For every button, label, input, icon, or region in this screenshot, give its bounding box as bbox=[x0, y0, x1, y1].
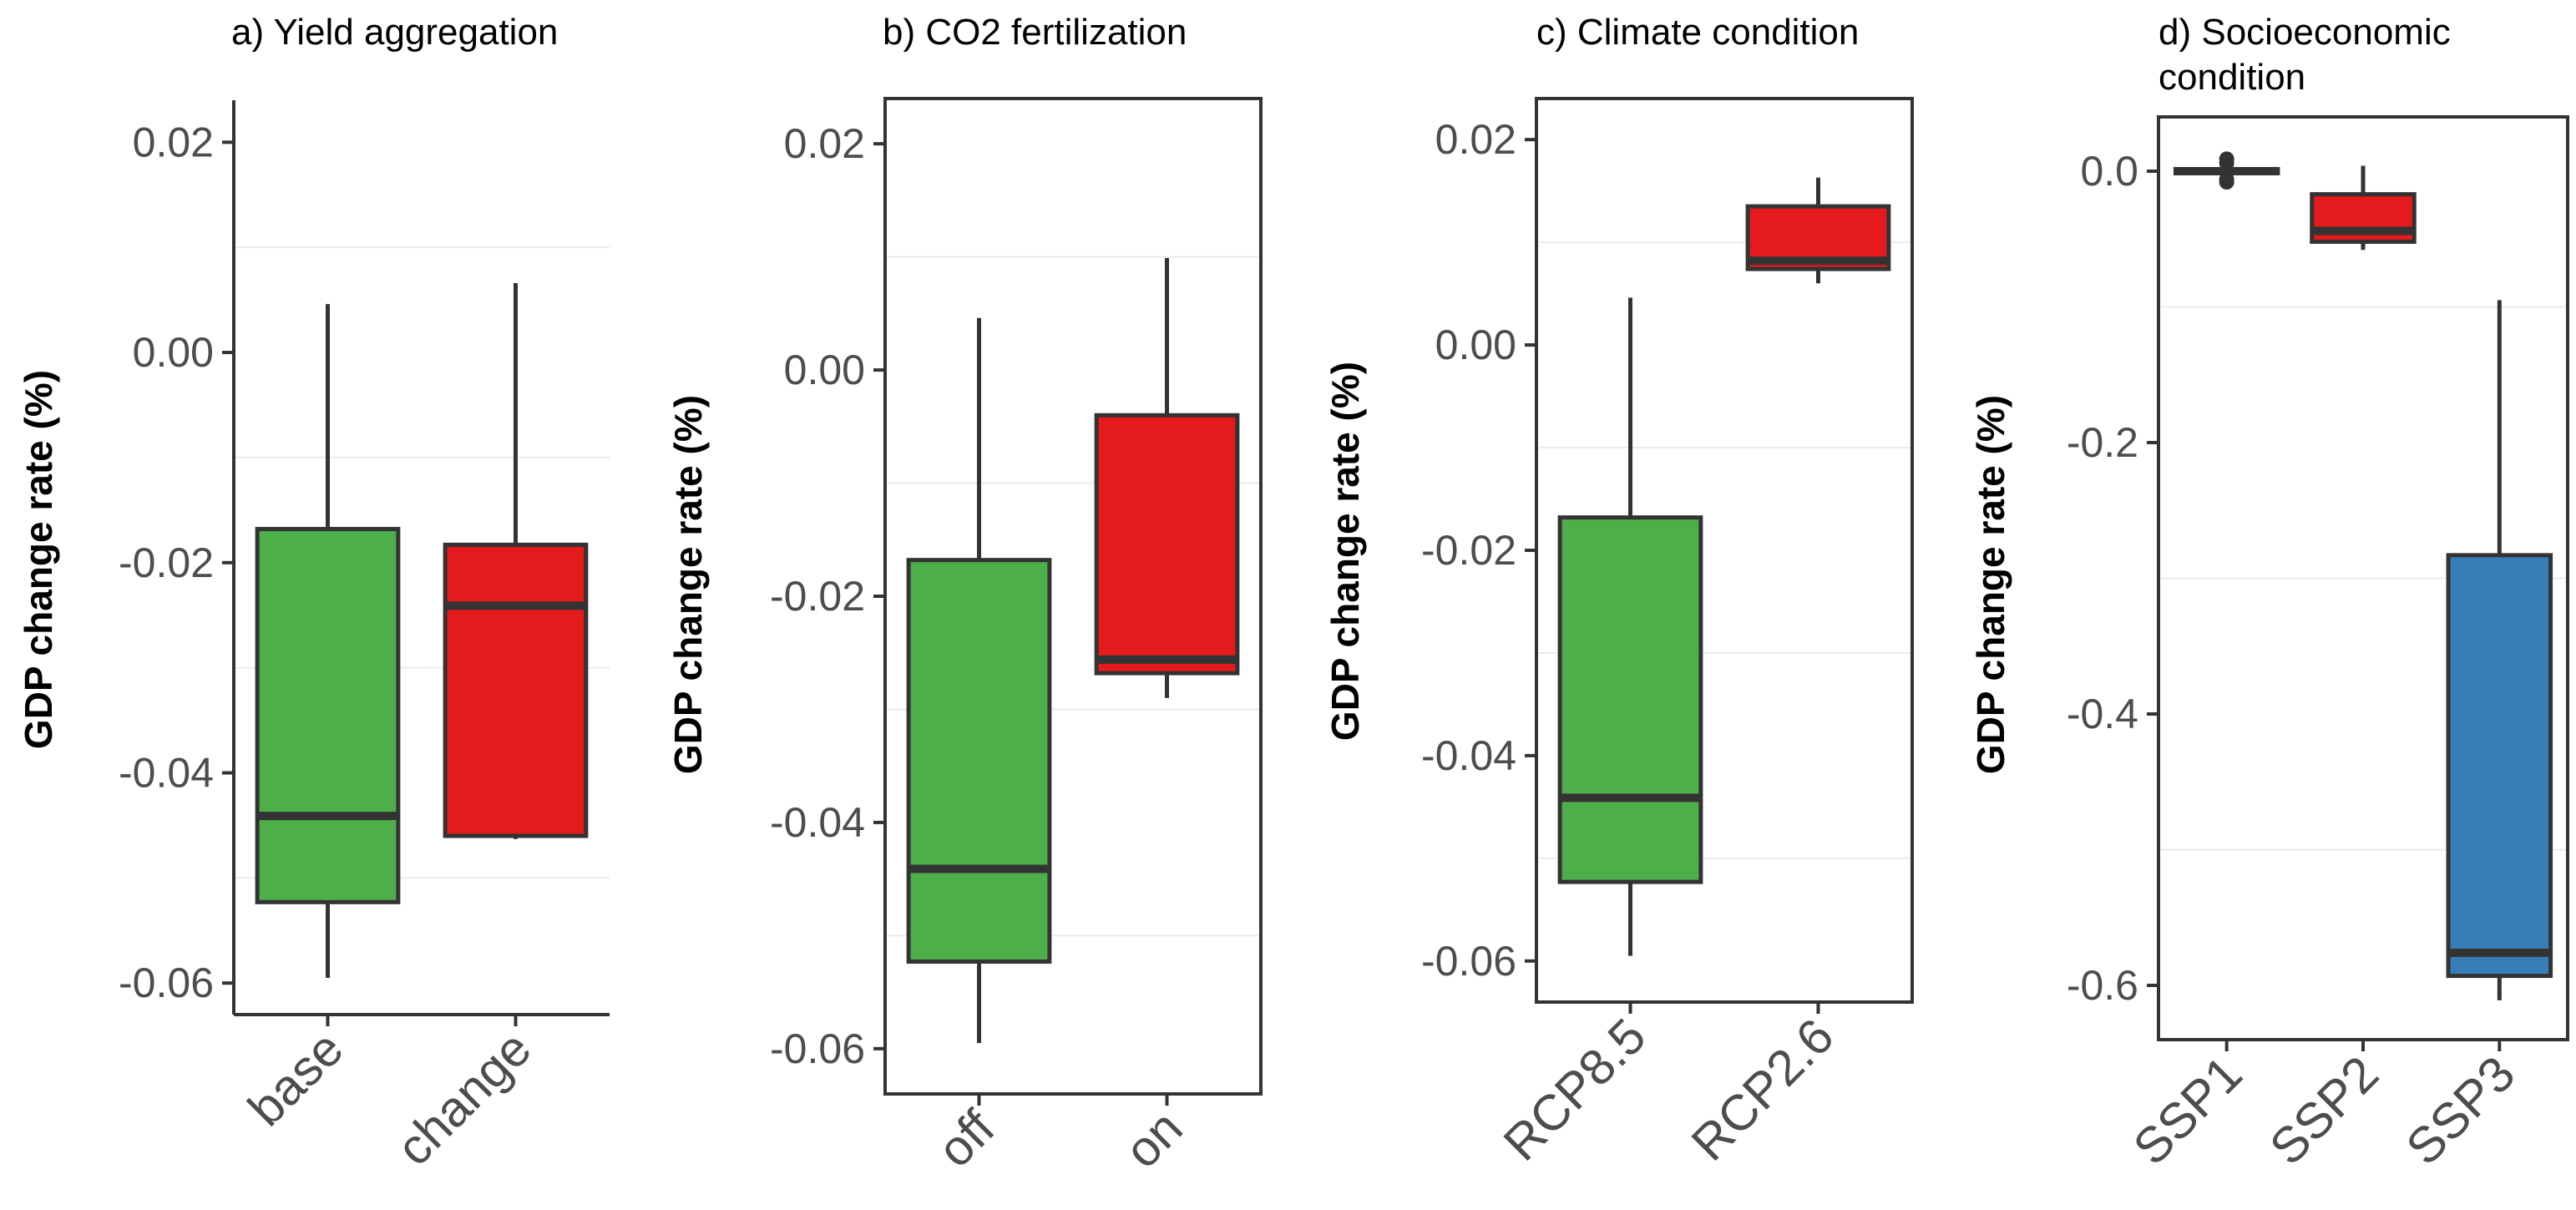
panel-a-y-tick-label: 0.02 bbox=[133, 119, 214, 165]
box-iqr bbox=[443, 542, 589, 838]
panel-a-x-tick-label: change bbox=[386, 1020, 542, 1177]
panel-c-x-ticks: RCP8.5 RCP2.6 bbox=[1493, 1002, 1845, 1172]
panel-d-y-tick-label: -0.4 bbox=[2067, 691, 2138, 737]
panel-d-y-axis-label: GDP change rate (%) bbox=[1969, 395, 2012, 774]
panel-c-y-tick-label: -0.02 bbox=[1421, 527, 1516, 574]
panel-d-box-ssp1 bbox=[2173, 151, 2280, 190]
panel-c-box-rcp2-6 bbox=[1745, 177, 1891, 284]
box-iqr bbox=[906, 558, 1052, 964]
panel-d-box-ssp3 bbox=[2446, 300, 2553, 1000]
panel-d-y-tick-label: -0.2 bbox=[2067, 419, 2138, 466]
panel-d-y-tick-label: 0.0 bbox=[2080, 148, 2138, 195]
outlier-point bbox=[2219, 171, 2234, 187]
panel-b-y-tick-label: -0.02 bbox=[770, 573, 865, 620]
panel-c-y-tick-label: 0.00 bbox=[1435, 321, 1516, 368]
panel-d-x-tick-label: SSP1 bbox=[2123, 1045, 2253, 1176]
panel-a-y-tick-label: -0.02 bbox=[119, 539, 214, 586]
panel-d-title-line-2: condition bbox=[2158, 57, 2305, 98]
panel-a-x-ticks: base change bbox=[237, 1015, 542, 1177]
panel-c-x-tick-label: RCP8.5 bbox=[1493, 1008, 1657, 1172]
panel-a: a) Yield aggregation GDP change rate (%)… bbox=[17, 12, 610, 1176]
panel-c-y-axis-label: GDP change rate (%) bbox=[1323, 362, 1367, 741]
panel-d-x-tick-label: SSP2 bbox=[2259, 1045, 2389, 1176]
panel-b-y-tick-label: -0.04 bbox=[770, 799, 865, 846]
panel-c-y-tick-label: -0.04 bbox=[1421, 732, 1516, 779]
panel-d-y-tick-label: -0.6 bbox=[2067, 962, 2138, 1009]
panel-b-y-tick-label: -0.06 bbox=[770, 1025, 865, 1072]
panel-b-x-tick-label: off bbox=[927, 1100, 1005, 1178]
box-iqr bbox=[1094, 413, 1240, 676]
outlier-point bbox=[2219, 151, 2234, 167]
panel-a-y-tick-label: -0.04 bbox=[119, 750, 214, 797]
panel-c-x-tick-label: RCP2.6 bbox=[1681, 1008, 1845, 1172]
panel-b-box-off bbox=[906, 317, 1052, 1044]
panel-a-title: a) Yield aggregation bbox=[231, 12, 558, 53]
panel-d-x-ticks: SSP1 SSP2 SSP3 bbox=[2123, 1040, 2526, 1176]
panel-a-box-change bbox=[443, 283, 589, 839]
panel-b-y-tick-label: 0.02 bbox=[784, 120, 865, 167]
panel-a-y-axis-label: GDP change rate (%) bbox=[17, 370, 60, 749]
panel-b-box-on bbox=[1094, 257, 1240, 698]
panel-a-boxes bbox=[255, 283, 589, 978]
panel-a-box-base bbox=[255, 304, 401, 978]
panel-b-boxes bbox=[906, 257, 1240, 1044]
panel-c-y-ticks: -0.06 -0.04 -0.02 0.00 0.02 bbox=[1421, 116, 1536, 985]
panel-d-title-line-1: d) Socioeconomic bbox=[2158, 12, 2451, 53]
panel-d: d) Socioeconomic condition GDP change ra… bbox=[1969, 12, 2569, 1176]
panel-b-y-ticks: -0.06 -0.04 -0.02 0.00 0.02 bbox=[770, 120, 885, 1072]
panel-c-y-tick-label: 0.02 bbox=[1435, 116, 1516, 163]
panel-c: c) Climate condition GDP change rate (%)… bbox=[1323, 12, 1914, 1172]
panel-a-y-tick-label: -0.06 bbox=[119, 959, 214, 1006]
panel-b-x-tick-label: on bbox=[1114, 1100, 1193, 1179]
panel-b-title: b) CO2 fertilization bbox=[883, 12, 1187, 53]
panel-a-y-tick-label: 0.00 bbox=[133, 329, 214, 376]
panel-b: b) CO2 fertilization GDP change rate (%)… bbox=[666, 12, 1263, 1178]
panel-a-y-ticks: -0.06 -0.04 -0.02 0.00 0.02 bbox=[119, 119, 234, 1006]
panel-d-boxes bbox=[2173, 151, 2553, 1000]
panel-d-box-ssp2 bbox=[2310, 165, 2417, 251]
panel-b-y-tick-label: 0.00 bbox=[784, 347, 865, 393]
panel-d-x-tick-label: SSP3 bbox=[2396, 1045, 2526, 1176]
box-iqr bbox=[255, 527, 401, 904]
panel-c-y-tick-label: -0.06 bbox=[1421, 938, 1516, 985]
panel-b-x-ticks: off on bbox=[927, 1094, 1193, 1178]
panel-c-box-rcp8-5 bbox=[1557, 297, 1703, 956]
box-iqr bbox=[1557, 515, 1703, 884]
panel-d-y-ticks: -0.6 -0.4 -0.2 0.0 bbox=[2067, 148, 2158, 1009]
panel-b-y-axis-label: GDP change rate (%) bbox=[666, 395, 710, 774]
panel-a-x-tick-label: base bbox=[237, 1020, 353, 1137]
panel-c-title: c) Climate condition bbox=[1536, 12, 1859, 53]
box-iqr bbox=[2446, 553, 2553, 979]
panel-c-boxes bbox=[1557, 177, 1891, 956]
